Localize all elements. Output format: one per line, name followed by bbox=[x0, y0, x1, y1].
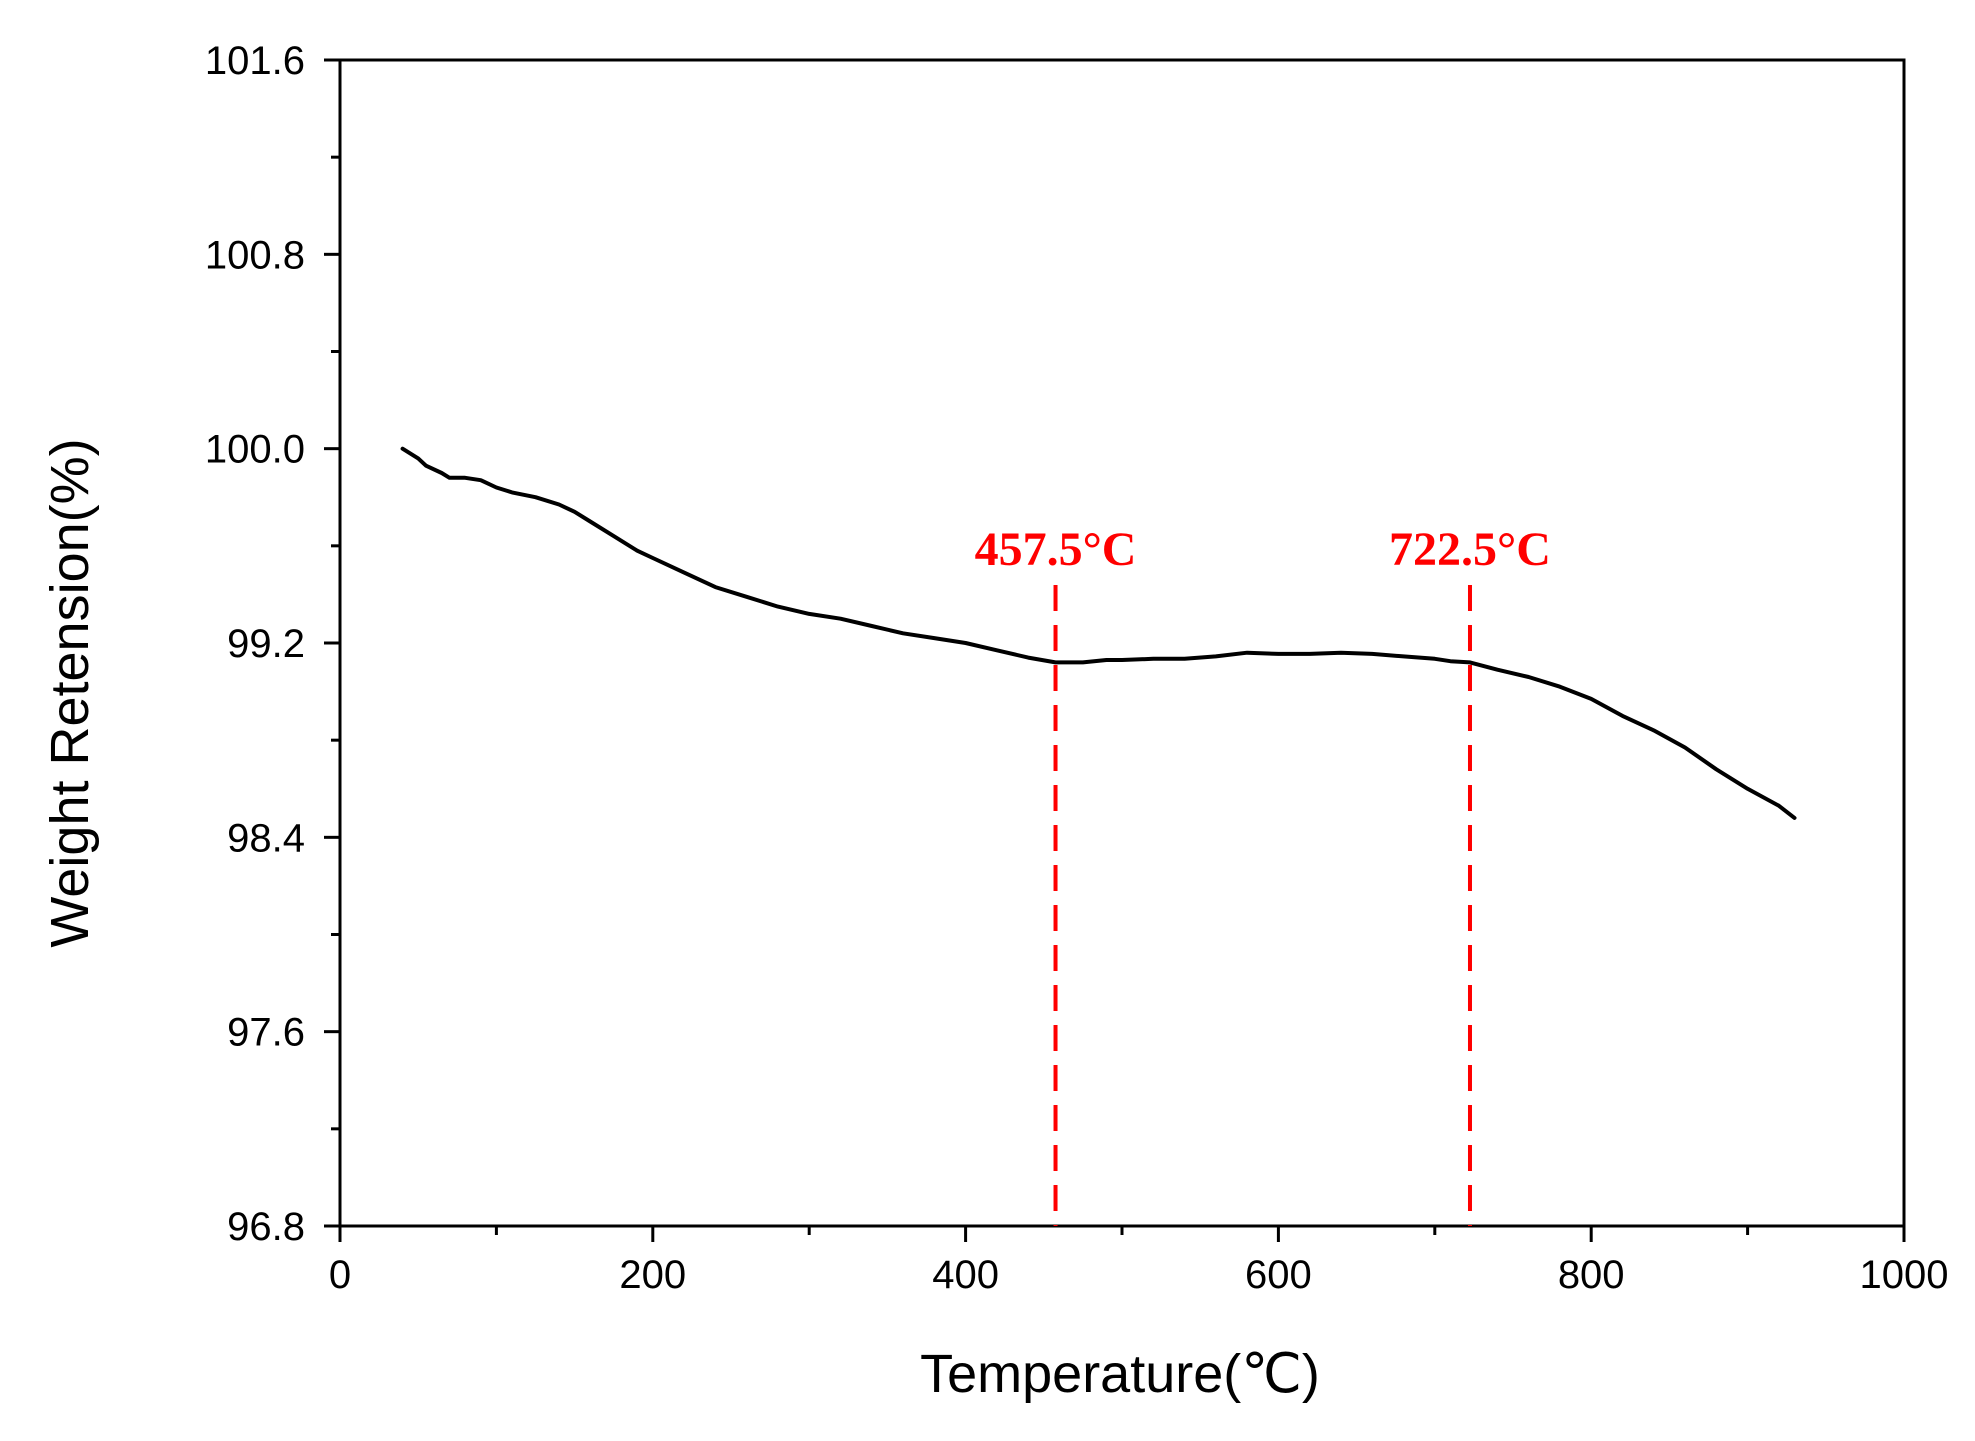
y-tick-label: 96.8 bbox=[227, 1205, 305, 1249]
annotation-label: 722.5°C bbox=[1389, 523, 1551, 576]
y-tick-label: 101.6 bbox=[205, 39, 305, 83]
x-tick-label: 200 bbox=[619, 1253, 686, 1297]
y-axis-title: Weight Retension(%) bbox=[40, 438, 100, 947]
x-axis-title: Temperature(℃) bbox=[920, 1344, 1320, 1404]
plot-frame bbox=[338, 58, 1906, 1228]
y-tick-label: 98.4 bbox=[227, 816, 305, 860]
x-tick-label: 0 bbox=[329, 1253, 351, 1297]
y-tick-label: 99.2 bbox=[227, 622, 305, 666]
x-tick-label: 1000 bbox=[1860, 1253, 1949, 1297]
y-tick-label: 100.0 bbox=[205, 428, 305, 472]
y-tick-label: 97.6 bbox=[227, 1011, 305, 1055]
series-line bbox=[400, 446, 1797, 820]
y-tick-label: 100.8 bbox=[205, 233, 305, 277]
x-tick-label: 400 bbox=[932, 1253, 999, 1297]
x-tick-label: 800 bbox=[1558, 1253, 1625, 1297]
plot-area: 0 200 400 600 800 1000 96.8 97.6 98.4 99.2 100.0 10… bbox=[205, 39, 1949, 1297]
x-tick-label: 600 bbox=[1245, 1253, 1312, 1297]
annotation-label: 457.5°C bbox=[975, 523, 1137, 576]
